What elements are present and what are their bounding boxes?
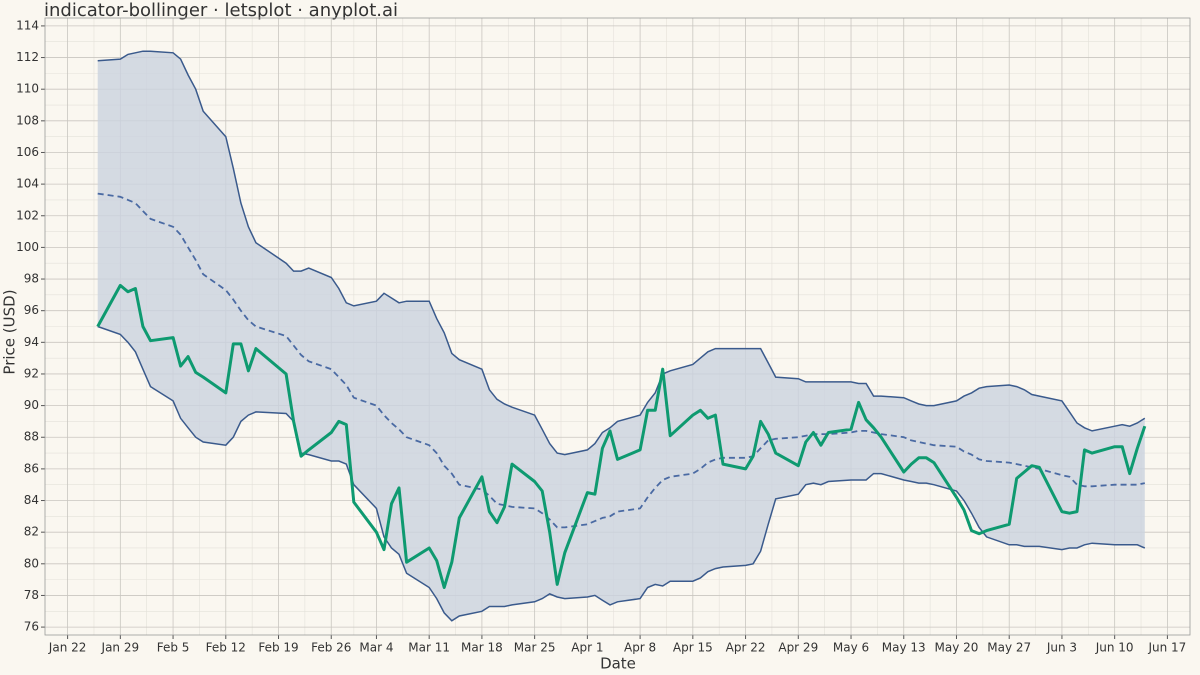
y-tick-label: 114 xyxy=(16,18,39,32)
x-tick-label: Apr 29 xyxy=(778,641,818,655)
x-tick-label: Mar 4 xyxy=(359,641,393,655)
middle-band xyxy=(97,192,1145,529)
x-tick-label: Apr 8 xyxy=(624,641,656,655)
x-tick-label: Mar 25 xyxy=(514,641,556,655)
x-tick-label: Feb 19 xyxy=(258,641,298,655)
x-tick-label: Jun 17 xyxy=(1147,641,1186,655)
y-tick-label: 112 xyxy=(16,50,39,64)
y-tick-label: 88 xyxy=(24,430,39,444)
y-tick-label: 82 xyxy=(24,525,39,539)
y-tick-label: 110 xyxy=(16,82,39,96)
y-tick-label: 90 xyxy=(24,398,39,412)
y-tick-label: 76 xyxy=(24,620,39,634)
y-tick-label: 92 xyxy=(24,366,39,380)
x-tick-label: Apr 1 xyxy=(571,641,603,655)
band-area xyxy=(97,51,1145,621)
upper-band xyxy=(97,50,1146,456)
y-tick-label: 108 xyxy=(16,113,39,127)
x-tick-label: Apr 22 xyxy=(726,641,766,655)
x-tick-label: May 27 xyxy=(987,641,1031,655)
y-tick-label: 104 xyxy=(16,177,39,191)
y-axis-title: Price (USD) xyxy=(1,289,19,374)
x-tick-label: Feb 12 xyxy=(206,641,246,655)
y-tick-label: 84 xyxy=(24,493,39,507)
x-tick-label: May 13 xyxy=(882,641,926,655)
y-tick-label: 102 xyxy=(16,208,39,222)
x-tick-label: Jun 3 xyxy=(1046,641,1077,655)
y-tick-label: 106 xyxy=(16,145,39,159)
y-tick-label: 80 xyxy=(24,556,39,570)
y-tick-label: 100 xyxy=(16,240,39,254)
x-tick-label: Jan 29 xyxy=(101,641,140,655)
x-tick-label: Jun 10 xyxy=(1095,641,1134,655)
x-tick-label: Feb 5 xyxy=(157,641,190,655)
lower-band xyxy=(97,325,1146,622)
x-tick-label: Mar 18 xyxy=(461,641,503,655)
x-tick-label: May 6 xyxy=(833,641,869,655)
price-line xyxy=(96,283,1147,589)
x-tick-label: Feb 26 xyxy=(311,641,351,655)
y-tick-label: 98 xyxy=(24,272,39,286)
chart-title: indicator-bollinger · letsplot · anyplot… xyxy=(44,0,398,21)
x-tick-label: Jan 22 xyxy=(48,641,87,655)
y-tick-label: 96 xyxy=(24,303,39,317)
y-tick-label: 94 xyxy=(24,335,39,349)
x-axis-title: Date xyxy=(600,655,636,673)
plot-frame xyxy=(44,17,1191,636)
x-tick-label: Apr 15 xyxy=(673,641,713,655)
x-tick-label: May 20 xyxy=(935,641,979,655)
y-tick-label: 78 xyxy=(24,588,39,602)
y-tick-label: 86 xyxy=(24,461,39,475)
x-tick-label: Mar 11 xyxy=(408,641,450,655)
